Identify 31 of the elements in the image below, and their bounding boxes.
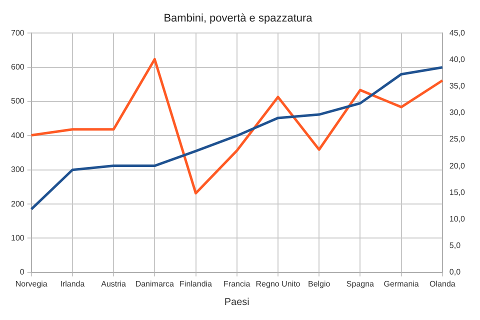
y-tick-label: 100 xyxy=(10,233,25,242)
x-tick-label: Austria xyxy=(101,279,127,288)
y2-tick-label: 30,0 xyxy=(449,108,466,118)
x-tick-label: Regno Unito xyxy=(256,279,301,288)
y2-tick-label: 5,0 xyxy=(449,241,462,250)
x-tick-label: Finlandia xyxy=(180,279,213,288)
x-tick-label: Irlanda xyxy=(60,279,86,288)
y2-tick-label: 35,0 xyxy=(449,82,466,91)
y2-tick-label: 25,0 xyxy=(449,134,466,144)
y2-tick-label: 20,0 xyxy=(449,161,466,170)
chart-title: Bambini, povertà e spazzatura xyxy=(164,12,314,25)
x-axis-title: Paesi xyxy=(224,296,250,308)
y2-tick-label: 15,0 xyxy=(449,188,466,197)
x-tick-label: Francia xyxy=(224,279,251,288)
x-tick-label: Belgio xyxy=(308,279,331,288)
x-tick-label: Germania xyxy=(384,279,420,288)
x-tick-label: Spagna xyxy=(346,279,375,288)
y-tick-label: 0 xyxy=(20,268,25,277)
x-tick-label: Norvegia xyxy=(15,279,48,288)
y-tick-label: 300 xyxy=(10,165,25,174)
y2-tick-label: 10,0 xyxy=(449,214,466,224)
y-tick-label: 600 xyxy=(10,62,25,72)
y2-tick-label: 40,0 xyxy=(449,54,466,64)
y2-tick-label: 0,0 xyxy=(449,268,462,277)
x-tick-label: Danimarca xyxy=(135,279,175,288)
y-tick-label: 400 xyxy=(10,130,25,140)
y2-tick-label: 45,0 xyxy=(449,28,466,38)
y-tick-label: 200 xyxy=(10,199,25,208)
y-tick-label: 500 xyxy=(10,96,25,106)
x-tick-label: Olanda xyxy=(430,279,456,288)
y-tick-label: 700 xyxy=(10,28,25,38)
